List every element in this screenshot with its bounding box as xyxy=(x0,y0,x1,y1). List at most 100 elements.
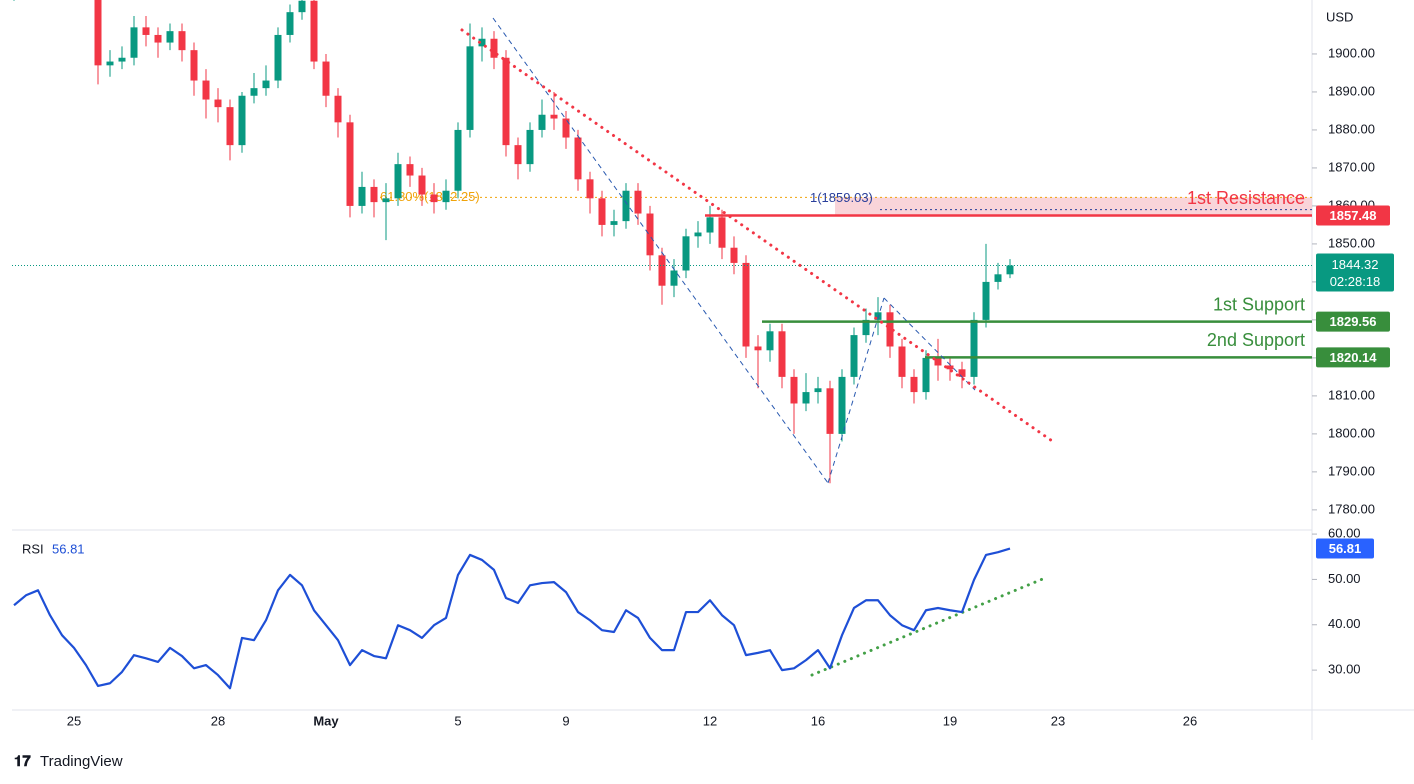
candle-body xyxy=(406,164,414,176)
y-tick-label: 30.00 xyxy=(1328,662,1361,677)
candle-body xyxy=(766,331,774,351)
candle-body xyxy=(226,107,234,146)
level-label: 1st Support xyxy=(1213,294,1305,314)
candle-body xyxy=(94,0,102,66)
x-tick-label: 12 xyxy=(703,713,717,728)
candle-body xyxy=(394,164,402,199)
candle-body xyxy=(754,346,762,351)
candle-body xyxy=(1006,265,1014,275)
currency: USD xyxy=(1326,9,1353,24)
candle-body xyxy=(946,365,954,370)
price-tag xyxy=(1316,253,1394,292)
x-tick-label: May xyxy=(313,713,339,728)
price-tag-label: 1844.32 xyxy=(1332,257,1379,272)
candle-body xyxy=(490,38,498,58)
y-tick-label: 1890.00 xyxy=(1328,83,1375,98)
candle-body xyxy=(322,61,330,96)
x-tick-label: 28 xyxy=(211,713,225,728)
rsi-trend-line xyxy=(810,576,1047,677)
candle-body xyxy=(238,95,246,146)
rsi-tag xyxy=(1316,538,1374,559)
candle-body xyxy=(478,38,486,47)
rsi-value: 56.81 xyxy=(52,541,85,556)
y-tick-label: 60.00 xyxy=(1328,526,1361,541)
candle-body xyxy=(310,0,318,62)
level-tag xyxy=(1316,205,1390,226)
candle-body xyxy=(850,335,858,377)
candle-body xyxy=(814,388,822,393)
y-tick-label: 40.00 xyxy=(1328,616,1361,631)
logo-mark: 𝟏𝟕 xyxy=(14,753,31,770)
candle-body xyxy=(106,61,114,66)
candle-body xyxy=(382,198,390,203)
pattern-line xyxy=(883,297,976,391)
fib-label: 1(1859.03) xyxy=(810,190,873,205)
candle-body xyxy=(466,46,474,130)
pattern-line xyxy=(492,17,829,484)
candle-body xyxy=(526,129,534,165)
y-tick-label: 1800.00 xyxy=(1328,425,1375,440)
x-tick-label: 9 xyxy=(562,713,569,728)
candle-body xyxy=(334,95,342,123)
candle-body xyxy=(862,319,870,336)
candle-body xyxy=(730,247,738,263)
rsi-title: RSI xyxy=(22,541,44,556)
rsi-tag-label: 56.81 xyxy=(1329,541,1362,556)
y-tick-label: 1900.00 xyxy=(1328,45,1375,60)
x-tick-label: 16 xyxy=(811,713,825,728)
y-tick-label: 1880.00 xyxy=(1328,121,1375,136)
candle-body xyxy=(562,118,570,138)
candle-body xyxy=(370,186,378,203)
candle-body xyxy=(154,34,162,43)
candle-body xyxy=(298,0,306,13)
candle-body xyxy=(274,34,282,81)
candle-body xyxy=(622,190,630,222)
candle-body xyxy=(934,357,942,366)
rsi-line xyxy=(13,547,1011,690)
candle-body xyxy=(346,122,354,206)
level-tag-label: 1820.14 xyxy=(1330,350,1378,365)
x-tick-label: 26 xyxy=(1183,713,1197,728)
candle-body xyxy=(634,190,642,214)
countdown: 02:28:18 xyxy=(1330,274,1381,289)
candle-body xyxy=(550,114,558,119)
x-tick-label: 23 xyxy=(1051,713,1065,728)
drawings xyxy=(460,17,1057,484)
y-tick-label: 1810.00 xyxy=(1328,387,1375,402)
fib-label: 61.80%(1862.25) xyxy=(380,189,480,204)
candle-body xyxy=(454,129,462,191)
candle-body xyxy=(958,369,966,377)
candle-body xyxy=(706,217,714,233)
candle-body xyxy=(598,198,606,225)
candle-body xyxy=(538,114,546,130)
price-pane: 61.80%(1862.25) 1(1859.03) xyxy=(12,0,1312,484)
resistance-zone xyxy=(835,197,1312,216)
candle-body xyxy=(898,346,906,377)
y-tick-label: 1870.00 xyxy=(1328,159,1375,174)
candle-body xyxy=(982,281,990,320)
candle-body xyxy=(694,232,702,237)
level-label: 2nd Support xyxy=(1207,330,1305,350)
y-tick-label: 50.00 xyxy=(1328,571,1361,586)
rsi-pane xyxy=(13,547,1047,690)
candle-body xyxy=(838,376,846,434)
x-tick-label: 19 xyxy=(943,713,957,728)
candle-body xyxy=(250,88,258,96)
candle-body xyxy=(910,376,918,393)
candle-body xyxy=(682,236,690,271)
x-tick-label: 5 xyxy=(454,713,461,728)
candle-body xyxy=(790,376,798,404)
candle-body xyxy=(166,31,174,43)
x-tick-label: 25 xyxy=(67,713,81,728)
candle-body xyxy=(742,262,750,347)
candle-body xyxy=(658,255,666,286)
candle-body xyxy=(886,312,894,347)
candle-body xyxy=(994,274,1002,282)
candle-body xyxy=(202,80,210,100)
candle-body xyxy=(286,12,294,35)
candle-body xyxy=(970,319,978,377)
candle-body xyxy=(778,331,786,377)
candle-body xyxy=(430,194,438,203)
